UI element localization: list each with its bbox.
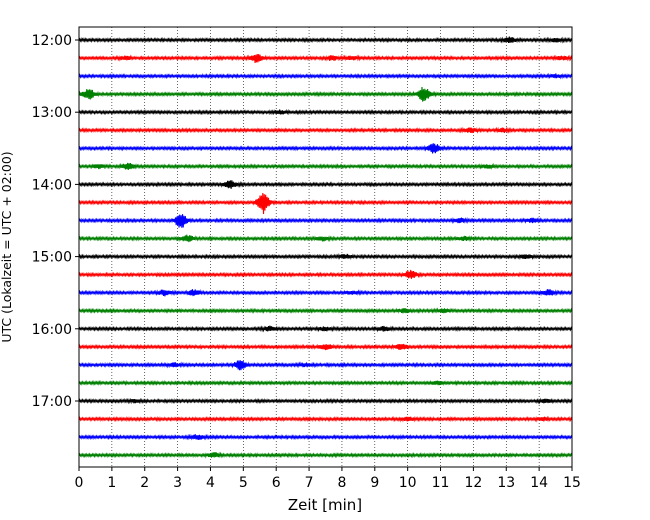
- trace-1215: [78, 53, 573, 63]
- trace-1300: [78, 108, 573, 116]
- y-tick-label: 13:00: [32, 105, 72, 121]
- trace-1400: [78, 180, 573, 189]
- y-axis-label: UTC (Lokalzeit = UTC + 02:00): [0, 151, 14, 342]
- trace-1630: [78, 360, 573, 371]
- x-tick-label: 15: [563, 475, 581, 491]
- x-axis-ticks: 0 1 2 3 4 5 6 7 8 9 10 11 12 13 14 15: [75, 467, 581, 491]
- x-tick-label: 14: [530, 475, 548, 491]
- trace-1730: [78, 433, 573, 441]
- x-axis-label: Zeit [min]: [288, 496, 362, 514]
- x-tick-label: 5: [239, 475, 248, 491]
- grid-lines: [111, 27, 540, 467]
- trace-1415: [78, 193, 573, 215]
- trace-1600: [78, 325, 573, 333]
- x-tick-label: 6: [272, 475, 281, 491]
- trace-1745: [78, 451, 573, 459]
- trace-1700: [78, 397, 573, 405]
- trace-1715: [78, 415, 573, 423]
- x-tick-label: 8: [337, 475, 346, 491]
- x-tick-label: 3: [173, 475, 182, 491]
- trace-1445: [78, 234, 573, 243]
- trace-1200: [78, 36, 573, 44]
- x-tick-label: 4: [206, 475, 215, 491]
- y-tick-label: 12:00: [32, 33, 72, 49]
- y-tick-label: 14:00: [32, 177, 72, 193]
- trace-1615: [78, 343, 573, 351]
- y-tick-label: 16:00: [32, 322, 72, 338]
- x-tick-label: 13: [497, 475, 515, 491]
- trace-1330: [78, 143, 573, 154]
- x-tick-label: 2: [140, 475, 149, 491]
- plot-frame: [78, 26, 573, 468]
- plot-background: [79, 27, 572, 467]
- y-axis-ticks: 12:00 13:00 14:00 15:00 16:00 17:00: [32, 33, 79, 410]
- x-tick-label: 10: [399, 475, 417, 491]
- trace-1345: [78, 162, 573, 171]
- trace-1245: [78, 86, 573, 102]
- trace-1545: [78, 307, 573, 314]
- trace-1530: [78, 289, 573, 297]
- x-tick-label: 11: [432, 475, 450, 491]
- x-tick-label: 1: [107, 475, 116, 491]
- trace-1500: [78, 253, 573, 261]
- seismogram-traces: [78, 36, 573, 459]
- x-tick-label: 7: [305, 475, 314, 491]
- x-tick-label: 0: [75, 475, 84, 491]
- trace-1315: [78, 126, 573, 134]
- trace-1230: [78, 72, 573, 80]
- trace-1430: [78, 214, 573, 228]
- y-tick-label: 17:00: [32, 394, 72, 410]
- x-tick-label: 12: [464, 475, 482, 491]
- trace-1645: [78, 379, 573, 387]
- x-tick-label: 9: [370, 475, 379, 491]
- y-tick-label: 15:00: [32, 250, 72, 266]
- trace-1515: [78, 269, 573, 279]
